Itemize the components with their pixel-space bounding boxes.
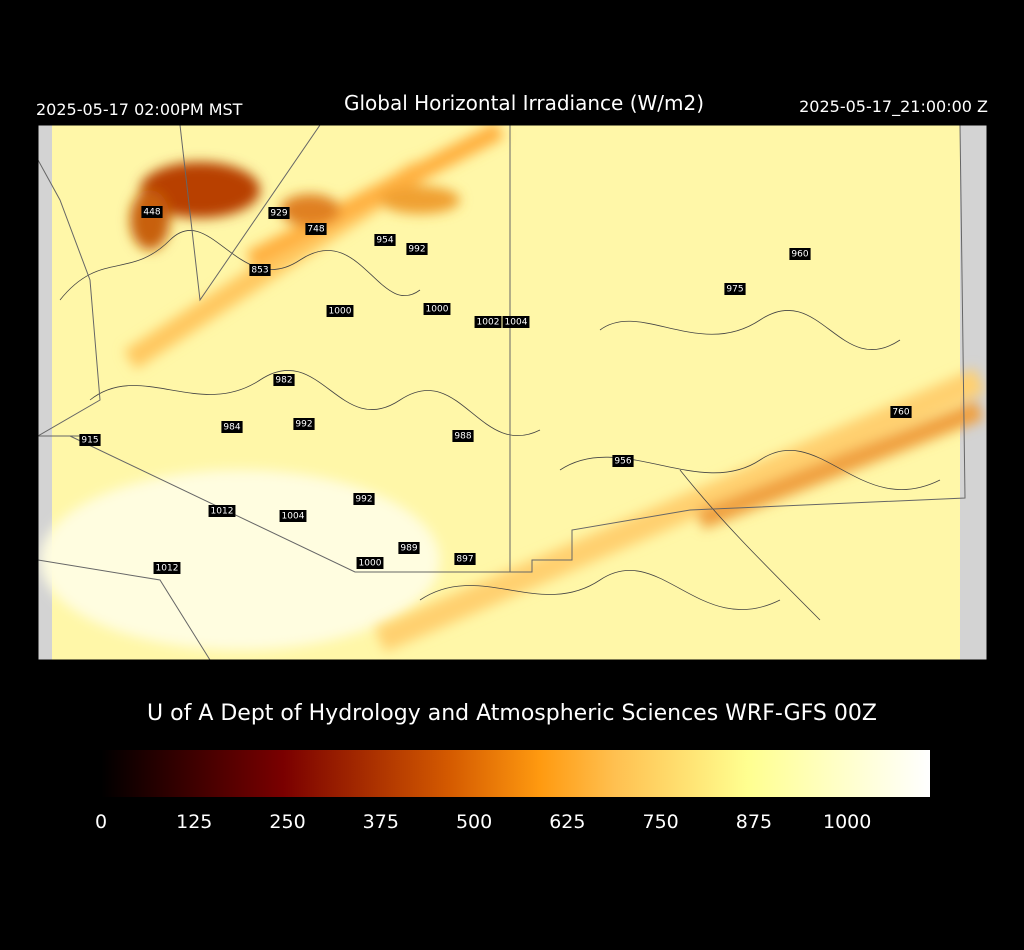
colorbar-tick-label: 1000	[823, 811, 871, 833]
station-label-box	[398, 542, 420, 554]
station-value: 1002	[477, 318, 500, 328]
station-label-box	[305, 223, 327, 235]
station-label-box	[273, 374, 295, 386]
valid-utc-time: 2025-05-17_21:00:00 Z	[799, 97, 988, 117]
station-value: 1012	[211, 507, 234, 517]
colorbar-tick-label: 500	[456, 811, 492, 833]
map-title: Global Horizontal Irradiance (W/m2)	[344, 91, 704, 115]
colorbar-tick-label: 0	[95, 811, 107, 833]
station-label-box	[221, 421, 243, 433]
station-value: 897	[456, 555, 473, 565]
state-borders	[38, 125, 966, 660]
station-label-box	[268, 207, 290, 219]
colorbar-tick-label: 875	[736, 811, 772, 833]
station-label-box	[374, 234, 396, 246]
station-value: 982	[275, 376, 292, 386]
colorbar-tick-label: 750	[642, 811, 678, 833]
station-value: 992	[408, 245, 425, 255]
station-label-box	[293, 418, 315, 430]
station-value: 1000	[329, 307, 352, 317]
station-value: 992	[295, 420, 312, 430]
station-value: 853	[251, 266, 268, 276]
station-label-box	[454, 553, 476, 565]
clear-sky-area	[40, 470, 440, 650]
station-label-box	[141, 206, 163, 218]
station-value: 760	[892, 408, 909, 418]
map-frame	[37, 124, 988, 661]
station-value: 956	[614, 457, 631, 467]
station-value: 960	[791, 250, 808, 260]
station-value: 929	[270, 209, 287, 219]
colorbar-tick-label: 375	[363, 811, 399, 833]
station-label-box	[249, 264, 271, 276]
station-value: 984	[223, 423, 240, 433]
station-value: 954	[376, 236, 393, 246]
station-labels: 448 929 748 954 992 853 1000 1000 1002 1004 960 975…	[79, 206, 912, 574]
station-value: 1004	[282, 512, 305, 522]
colorbar-tick-label: 250	[269, 811, 305, 833]
station-value: 1004	[505, 318, 528, 328]
station-label-box	[452, 430, 474, 442]
station-label-box	[79, 434, 101, 446]
station-value: 992	[355, 495, 372, 505]
no-data-strip	[38, 125, 52, 660]
station-label-box	[789, 248, 811, 260]
station-label-box	[890, 406, 912, 418]
station-label-box	[353, 493, 375, 505]
station-label-box	[208, 505, 236, 517]
station-label-box	[326, 305, 354, 317]
station-value: 989	[400, 544, 417, 554]
colorbar-ticks: 0 125 250 375 500 625 750 875 1000	[95, 811, 871, 833]
colorbar-tick-label: 125	[176, 811, 212, 833]
station-value: 748	[307, 225, 324, 235]
station-value: 1000	[359, 559, 382, 569]
station-label-box	[153, 562, 181, 574]
station-value: 1000	[426, 305, 449, 315]
station-value: 448	[143, 208, 160, 218]
colorbar-tick-label: 625	[549, 811, 585, 833]
station-label-box	[279, 510, 307, 522]
valid-local-time: 2025-05-17 02:00PM MST	[36, 100, 243, 119]
map	[38, 125, 987, 660]
cloud-bands	[123, 125, 986, 652]
station-value: 1012	[156, 564, 179, 574]
station-label-box	[423, 303, 451, 315]
colorbar	[101, 750, 930, 797]
station-value: 915	[81, 436, 98, 446]
station-label-box	[406, 243, 428, 255]
station-label-box	[724, 283, 746, 295]
station-value: 975	[726, 285, 743, 295]
station-value: 988	[454, 432, 471, 442]
station-label-box	[474, 316, 502, 328]
station-label-box	[356, 557, 384, 569]
credit: U of A Dept of Hydrology and Atmospheric…	[147, 701, 877, 726]
station-label-box	[612, 455, 634, 467]
station-label-box	[502, 316, 530, 328]
